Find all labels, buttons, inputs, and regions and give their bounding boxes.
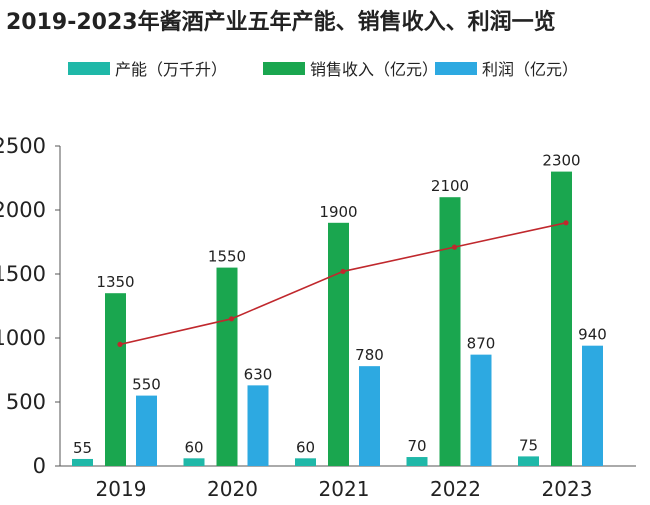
y-tick-label: 1000 xyxy=(0,326,46,350)
trend-point xyxy=(563,220,569,226)
legend-swatch xyxy=(68,62,110,75)
data-label: 55 xyxy=(73,439,92,457)
chart-bars xyxy=(72,171,603,466)
data-label: 780 xyxy=(355,346,384,364)
y-tick-label: 2500 xyxy=(0,134,46,158)
chart-axes: 0 500 1000 1500 2000 2500 2019 2020 2021 2022 2023 xyxy=(0,134,636,501)
trend-point xyxy=(228,316,235,322)
data-label: 2100 xyxy=(431,177,469,195)
bar xyxy=(359,366,380,466)
x-tick-label: 2022 xyxy=(430,477,481,501)
trend-point xyxy=(340,268,346,275)
data-label: 1350 xyxy=(96,273,134,291)
chart-title: 2019-2023年酱酒产业五年产能、销售收入、利润一览 xyxy=(6,10,556,35)
bar xyxy=(406,457,428,466)
data-label: 630 xyxy=(244,365,273,383)
bar xyxy=(295,458,316,466)
data-label: 75 xyxy=(519,436,538,454)
chart-legend: 产能（万千升） 销售收入（亿元） 利润（亿元） xyxy=(68,60,578,79)
y-tick-label: 2000 xyxy=(0,198,46,222)
bar xyxy=(72,458,93,466)
x-tick-label: 2020 xyxy=(207,477,258,501)
x-tick-label: 2023 xyxy=(542,477,593,501)
bar xyxy=(518,456,539,466)
chart-trend-line xyxy=(117,220,569,347)
y-tick-label: 500 xyxy=(6,390,46,414)
data-label: 1900 xyxy=(319,203,357,221)
bar xyxy=(216,267,238,466)
bar xyxy=(470,354,492,466)
data-label: 550 xyxy=(132,376,161,394)
data-label: 2300 xyxy=(542,152,580,170)
bar xyxy=(551,171,572,466)
bar xyxy=(136,395,157,466)
bar xyxy=(183,458,205,466)
legend-label: 销售收入（亿元） xyxy=(310,60,438,79)
trend-point xyxy=(117,341,123,347)
legend-swatch xyxy=(435,62,477,75)
y-tick-label: 1500 xyxy=(0,262,46,286)
y-tick-label: 0 xyxy=(33,454,46,478)
bar xyxy=(582,345,603,466)
data-label: 60 xyxy=(184,438,203,456)
bar xyxy=(328,222,349,466)
legend-swatch xyxy=(263,62,305,75)
data-label: 70 xyxy=(407,437,426,455)
data-label: 940 xyxy=(578,326,607,344)
x-tick-label: 2019 xyxy=(96,477,147,501)
legend-label: 产能（万千升） xyxy=(115,60,227,79)
x-tick-label: 2021 xyxy=(319,477,370,501)
bar xyxy=(105,293,126,466)
bar xyxy=(439,197,461,466)
data-label: 870 xyxy=(467,335,496,353)
data-label: 60 xyxy=(296,438,315,456)
chart-data-labels: 55 60 60 70 75 1350 1550 1900 2100 2300 550 630 780 8… xyxy=(73,152,607,457)
bar xyxy=(247,385,269,466)
legend-label: 利润（亿元） xyxy=(482,60,578,79)
trend-point xyxy=(451,244,458,250)
data-label: 1550 xyxy=(208,248,246,266)
